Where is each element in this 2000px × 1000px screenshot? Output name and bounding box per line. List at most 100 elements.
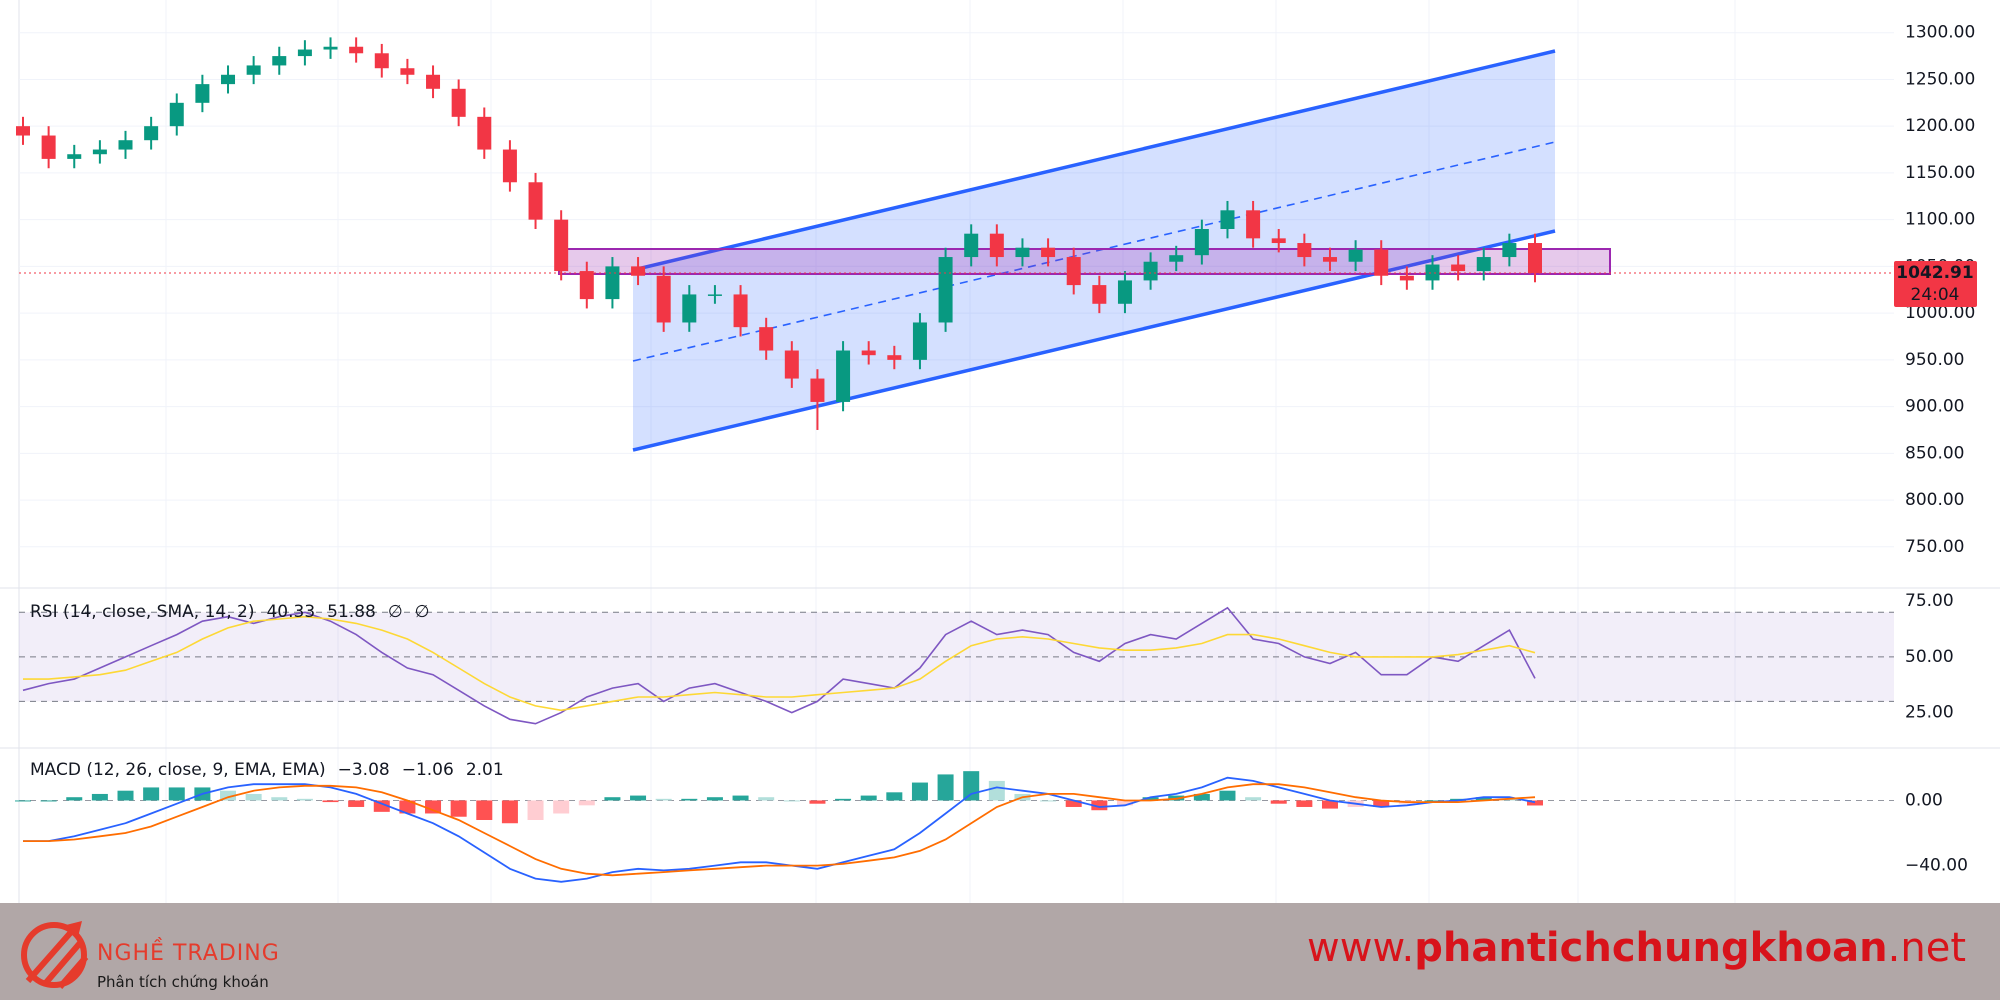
y-tick-label: 850.00 <box>1905 443 1964 463</box>
indicator-title: RSI (14, close, SMA, 14, 2) <box>30 602 254 622</box>
last-price-box <box>1894 261 1977 308</box>
candle-body <box>759 327 774 351</box>
candle-body <box>1220 210 1235 230</box>
histogram-bar <box>296 798 313 801</box>
histogram-bar <box>1193 793 1210 801</box>
histogram-bar <box>1373 800 1390 807</box>
candle-body <box>938 257 953 323</box>
histogram-bar <box>809 800 826 804</box>
histogram-bar <box>527 800 544 820</box>
histogram-bar <box>860 795 877 801</box>
candle-body <box>1092 285 1107 304</box>
histogram-bar <box>937 774 954 801</box>
histogram-bar <box>450 800 467 817</box>
candle-body <box>1399 275 1414 281</box>
histogram-bar <box>271 797 288 801</box>
histogram-bar <box>911 782 928 801</box>
y-tick-label: 75.00 <box>1905 591 1954 611</box>
candle-body <box>1194 229 1209 256</box>
legend-value: ∅ <box>415 602 430 622</box>
legend-value: −3.08 <box>338 760 390 780</box>
histogram-bar <box>681 798 698 801</box>
candle-body <box>1117 280 1132 304</box>
y-tick-label: 1100.00 <box>1905 210 1975 230</box>
histogram-bar <box>1116 800 1133 806</box>
candle-body <box>477 116 492 150</box>
channel-upper <box>632 49 1556 272</box>
candle-body <box>1246 210 1261 239</box>
histogram-bar <box>835 798 852 801</box>
legend-value: −1.06 <box>402 760 454 780</box>
countdown: 24:04 <box>1911 285 1960 305</box>
candle-body <box>349 46 364 54</box>
histogram-bar <box>706 797 723 801</box>
candle-body <box>1425 264 1440 281</box>
histogram-bar <box>578 800 595 806</box>
indicator-title: MACD (12, 26, close, 9, EMA, EMA) <box>30 760 326 780</box>
candle-body <box>1502 243 1517 258</box>
candle-body <box>451 88 466 117</box>
histogram-bar <box>1527 800 1543 806</box>
candle-body <box>1169 255 1184 262</box>
candle-body <box>579 271 594 300</box>
series-line <box>23 615 1536 712</box>
candle-body <box>605 266 620 300</box>
histogram-bar <box>1065 800 1082 807</box>
histogram-bar <box>117 790 134 801</box>
histogram-bar <box>66 797 83 801</box>
series-line <box>23 783 1536 877</box>
histogram-bar <box>988 780 1005 801</box>
candle-body <box>67 154 82 159</box>
candle-body <box>272 56 287 66</box>
y-tick-label: 50.00 <box>1905 647 1954 667</box>
footer: NGHỀ TRADING Phân tích chứng khoán www.p… <box>0 903 2000 1000</box>
histogram-bar <box>1475 797 1492 801</box>
candle-body <box>1066 257 1081 286</box>
drawings <box>558 49 1611 452</box>
y-tick-label: 25.00 <box>1905 703 1954 723</box>
last-price-label: 1042.91 <box>1896 263 1973 283</box>
histogram-bar <box>1296 800 1313 807</box>
histogram-bar <box>40 800 57 802</box>
histogram-bar <box>604 797 621 801</box>
logo <box>21 921 89 989</box>
candle-body <box>964 233 979 258</box>
histogram-bar <box>322 800 339 803</box>
candle-body <box>1528 243 1542 274</box>
candle-body <box>297 49 312 57</box>
y-tick-label: 1000.00 <box>1905 303 1975 323</box>
candle-body <box>784 350 799 379</box>
y-tick-label: 1200.00 <box>1905 116 1975 136</box>
y-tick-label: 1250.00 <box>1905 69 1975 89</box>
candle-body <box>1271 238 1286 244</box>
series-line <box>22 606 1536 725</box>
chart: 750.00800.00850.00900.00950.001000.00105… <box>0 0 2000 903</box>
histogram-bar <box>425 800 442 814</box>
candle-body <box>374 53 389 69</box>
candle-body <box>1297 243 1312 258</box>
y-tick-label: −40.00 <box>1905 856 1968 876</box>
candle-body <box>221 74 236 85</box>
candle-body <box>836 350 851 402</box>
series-line <box>23 776 1536 883</box>
candle-body <box>400 68 415 75</box>
candle-body <box>682 294 697 323</box>
candle-body <box>195 84 210 103</box>
histogram-bar <box>1219 790 1236 801</box>
candle-body <box>1348 249 1363 262</box>
legend-value: 51.88 <box>327 602 376 622</box>
legend-value: 40.33 <box>266 602 315 622</box>
histogram-bar <box>630 795 647 801</box>
histogram-bar <box>373 800 390 812</box>
candles <box>16 37 1542 430</box>
histogram-bar <box>15 800 31 802</box>
candle-body <box>733 294 748 328</box>
y-tick-label: 750.00 <box>1905 537 1964 557</box>
histogram-bar <box>399 800 416 814</box>
histogram-bar <box>655 798 672 801</box>
histogram-bar <box>220 790 237 801</box>
website: www.phantichchungkhoan.net <box>1307 925 1966 971</box>
histogram-bar <box>758 797 775 801</box>
histogram-bar <box>886 792 903 801</box>
